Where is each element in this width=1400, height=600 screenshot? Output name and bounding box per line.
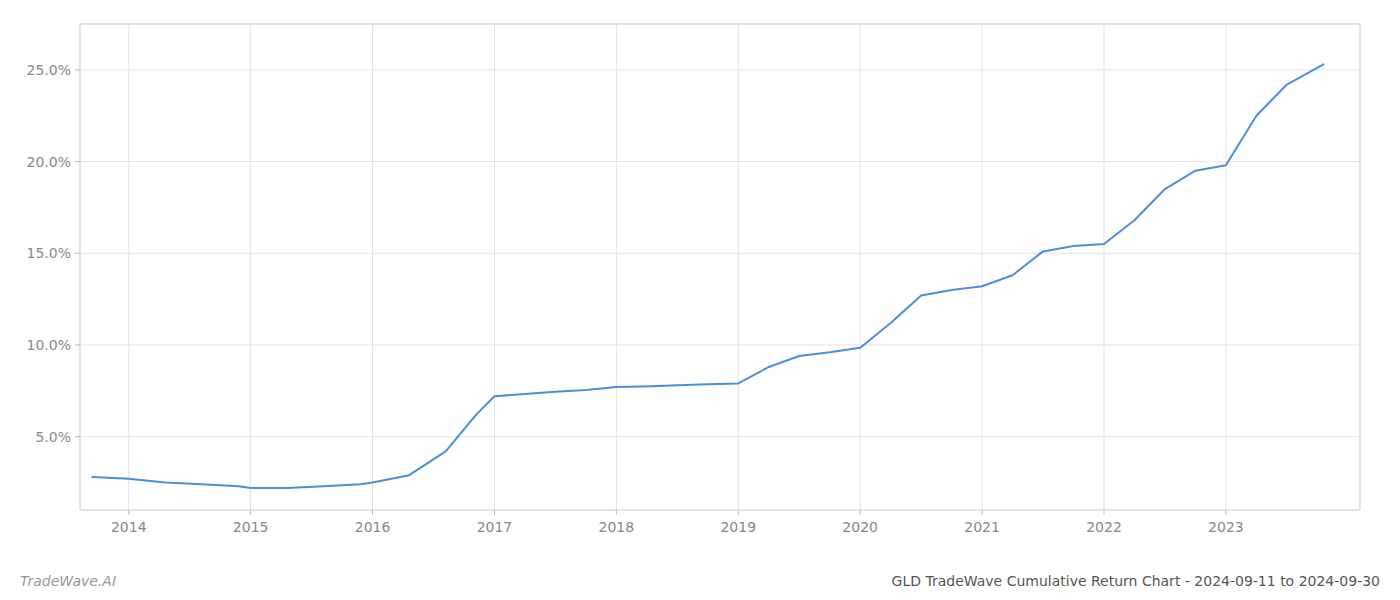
- grid-line-y: [80, 161, 1360, 162]
- x-tick-label: 2017: [477, 519, 513, 535]
- x-tick-label: 2021: [964, 519, 1000, 535]
- x-tick: [738, 510, 739, 515]
- y-tick: [75, 436, 80, 437]
- x-tick: [494, 510, 495, 515]
- x-tick: [860, 510, 861, 515]
- x-tick: [372, 510, 373, 515]
- grid-line-x: [860, 24, 861, 510]
- grid-line-y: [80, 436, 1360, 437]
- x-tick: [250, 510, 251, 515]
- grid-line-x: [982, 24, 983, 510]
- y-tick: [75, 69, 80, 70]
- x-tick-label: 2022: [1086, 519, 1122, 535]
- grid-line-x: [372, 24, 373, 510]
- y-tick-label: 25.0%: [27, 62, 71, 78]
- plot-frame: [80, 24, 1360, 510]
- y-tick: [75, 253, 80, 254]
- x-tick-label: 2023: [1208, 519, 1244, 535]
- grid-line-x: [128, 24, 129, 510]
- y-tick-label: 20.0%: [27, 154, 71, 170]
- y-tick-label: 10.0%: [27, 337, 71, 353]
- grid-line-x: [616, 24, 617, 510]
- grid-line-y: [80, 344, 1360, 345]
- background: [0, 0, 1400, 600]
- x-tick: [616, 510, 617, 515]
- x-tick-label: 2014: [111, 519, 147, 535]
- x-tick-label: 2020: [842, 519, 878, 535]
- grid-line-x: [1225, 24, 1226, 510]
- grid-line-y: [80, 253, 1360, 254]
- x-tick: [1225, 510, 1226, 515]
- y-tick: [75, 161, 80, 162]
- grid: [80, 24, 1360, 510]
- grid-line-x: [494, 24, 495, 510]
- watermark: TradeWave.AI: [20, 573, 116, 589]
- x-tick-label: 2016: [355, 519, 391, 535]
- x-tick-label: 2015: [233, 519, 269, 535]
- grid-line-y: [80, 69, 1360, 70]
- x-tick-label: 2018: [599, 519, 635, 535]
- axes: 2014 2015 2016 2017 2018 2019 2020 2021 2022 2023…: [27, 62, 1244, 535]
- grid-line-x: [1104, 24, 1105, 510]
- grid-line-x: [250, 24, 251, 510]
- y-tick-label: 15.0%: [27, 245, 71, 261]
- chart: 2014 2015 2016 2017 2018 2019 2020 2021 2022 2023…: [0, 0, 1400, 600]
- line: [92, 64, 1323, 488]
- x-tick-label: 2019: [720, 519, 756, 535]
- y-tick-label: 5.0%: [35, 429, 71, 445]
- grid-line-x: [738, 24, 739, 510]
- x-tick: [982, 510, 983, 515]
- series: [92, 64, 1323, 488]
- x-tick: [1104, 510, 1105, 515]
- x-tick: [128, 510, 129, 515]
- y-tick: [75, 344, 80, 345]
- title: GLD TradeWave Cumulative Return Chart - …: [892, 573, 1380, 589]
